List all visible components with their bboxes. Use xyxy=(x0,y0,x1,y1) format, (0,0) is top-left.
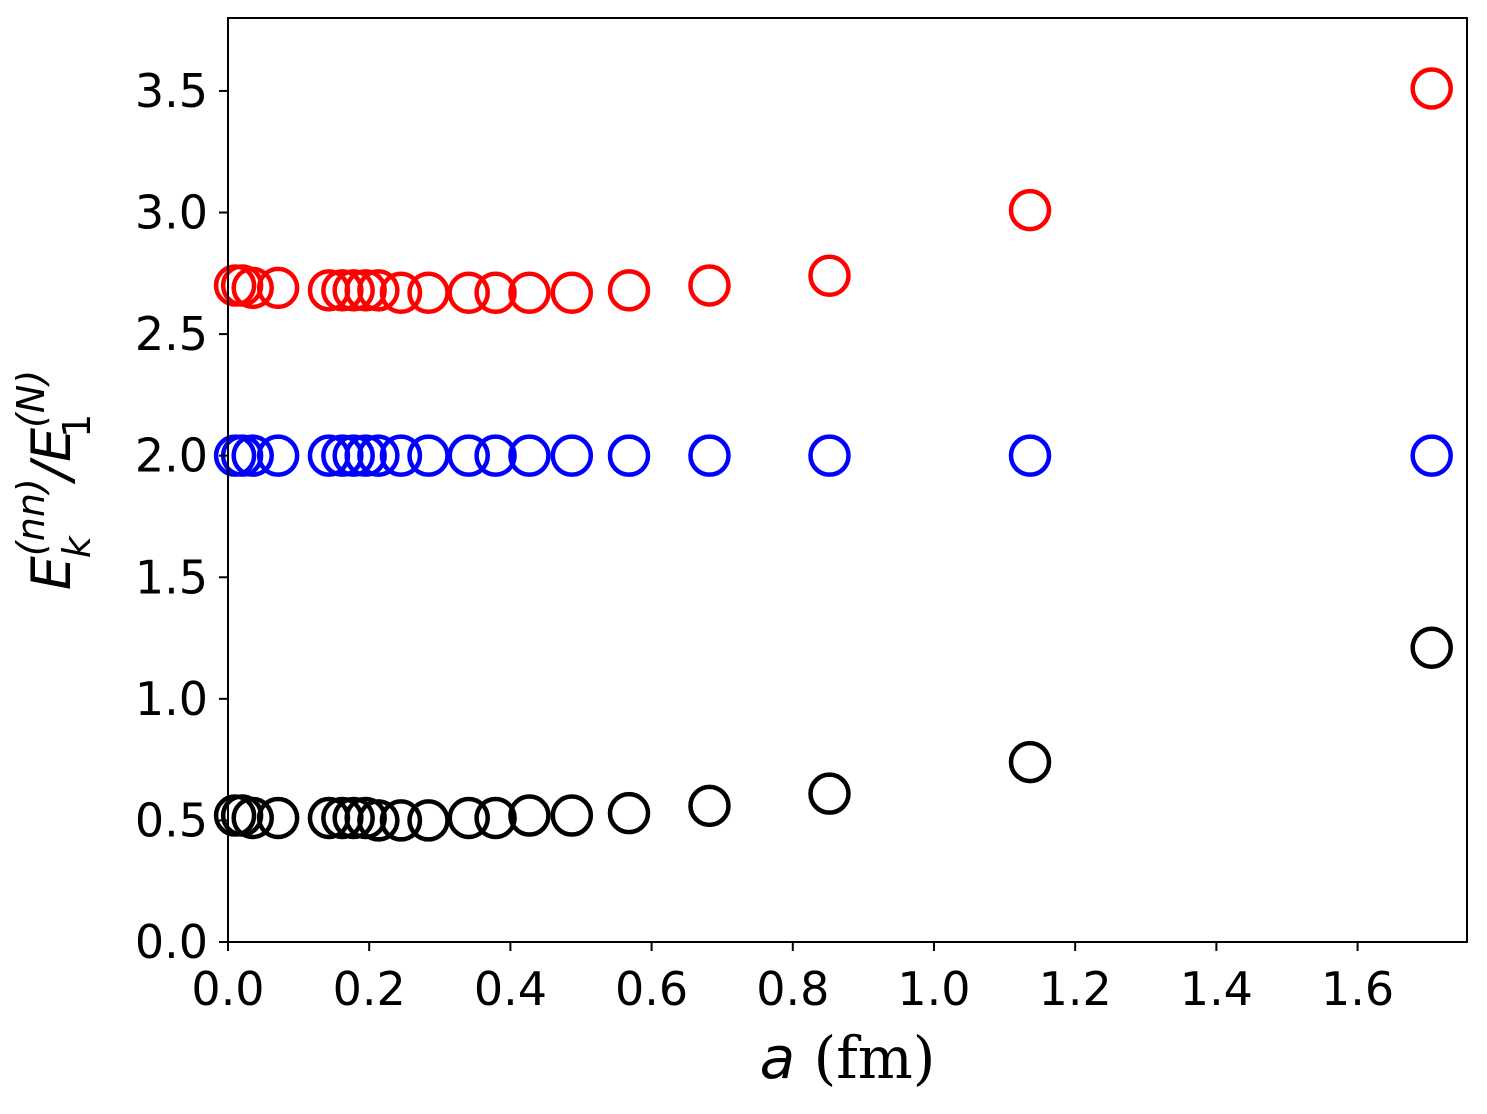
y-tick-label: 2.0 xyxy=(135,429,208,483)
data-point-series-2 xyxy=(508,434,551,477)
y-axis-label-e2: E xyxy=(20,427,83,462)
data-point-series-3 xyxy=(808,254,851,297)
data-point-series-3 xyxy=(231,266,274,310)
data-point-series-3 xyxy=(332,269,375,312)
data-point-series-1 xyxy=(357,799,400,842)
data-markers xyxy=(213,67,1453,842)
data-point-series-2 xyxy=(344,434,387,477)
y-axis-label: E(nn)k/E(N)1 xyxy=(9,370,99,590)
data-point-series-3 xyxy=(407,271,450,315)
data-point-series-2 xyxy=(256,434,300,477)
data-point-series-2 xyxy=(808,434,851,477)
x-tick-label: 1.4 xyxy=(1180,962,1253,1016)
y-axis-label-sup1: (nn) xyxy=(9,478,53,556)
x-tick-label: 0.2 xyxy=(333,962,406,1016)
data-point-series-2 xyxy=(379,434,423,477)
data-point-series-2 xyxy=(607,434,651,477)
data-point-series-3 xyxy=(508,271,551,315)
data-point-series-2 xyxy=(407,434,450,477)
x-axis-ticks: 0.0 0.2 0.4 0.6 0.8 1.0 1.2 1.4 1.6 xyxy=(191,942,1394,1016)
data-point-series-1 xyxy=(1008,740,1052,784)
data-point-series-3 xyxy=(688,264,731,307)
y-tick-label: 2.5 xyxy=(135,307,208,361)
data-point-series-1 xyxy=(607,791,651,835)
data-point-series-1 xyxy=(256,796,300,840)
data-point-series-1 xyxy=(508,794,551,837)
x-tick-label: 0.4 xyxy=(474,962,547,1016)
data-point-series-3 xyxy=(1410,67,1453,110)
x-tick-label: 1.0 xyxy=(897,962,970,1016)
x-axis-label-variable: a xyxy=(760,1024,796,1092)
data-point-series-2 xyxy=(357,434,400,477)
data-point-series-2 xyxy=(447,434,490,477)
data-point-series-1 xyxy=(407,799,450,842)
x-tick-label: 0.6 xyxy=(615,962,688,1016)
y-tick-label: 1.0 xyxy=(135,672,208,726)
y-tick-label: 1.5 xyxy=(135,550,208,604)
plot-frame xyxy=(227,17,1468,943)
data-point-series-2 xyxy=(550,434,594,477)
data-point-series-3 xyxy=(256,266,300,310)
data-point-series-1 xyxy=(332,796,375,840)
data-point-series-1 xyxy=(447,796,490,840)
data-point-series-2 xyxy=(474,434,517,477)
data-point-series-1 xyxy=(688,784,731,828)
x-tick-label: 1.2 xyxy=(1039,962,1112,1016)
data-point-series-2 xyxy=(1410,434,1453,477)
y-tick-label: 3.0 xyxy=(135,186,208,240)
data-point-series-3 xyxy=(550,271,594,315)
data-point-series-1 xyxy=(379,799,423,842)
data-point-series-3 xyxy=(447,271,490,315)
data-point-series-3 xyxy=(344,269,387,312)
x-axis-label: a (fm) xyxy=(760,1024,936,1092)
x-axis-label-unit: (fm) xyxy=(795,1024,935,1092)
y-axis-label-sup2: (N) xyxy=(9,370,53,428)
data-point-series-1 xyxy=(808,772,851,815)
y-axis-label-sub2: 1 xyxy=(55,414,99,438)
x-tick-label: 1.6 xyxy=(1321,962,1394,1016)
data-point-series-1 xyxy=(550,794,594,837)
data-point-series-2 xyxy=(688,434,731,477)
data-point-series-3 xyxy=(474,271,517,315)
y-axis-label-sub1: k xyxy=(55,534,99,558)
data-point-series-3 xyxy=(607,269,651,312)
data-point-series-3 xyxy=(379,271,423,315)
data-point-series-1 xyxy=(474,796,517,840)
data-point-series-3 xyxy=(357,269,400,312)
y-tick-label: 0.0 xyxy=(135,915,208,969)
y-axis-ticks: 0.0 0.5 1.0 1.5 2.0 2.5 3.0 3.5 xyxy=(135,64,228,969)
data-point-series-2 xyxy=(332,434,375,477)
y-tick-label: 3.5 xyxy=(135,64,208,118)
data-point-series-1 xyxy=(1410,626,1453,670)
data-point-series-1 xyxy=(231,796,274,840)
y-axis-label-e1: E xyxy=(20,555,83,590)
data-point-series-2 xyxy=(231,434,274,477)
data-point-series-2 xyxy=(1008,434,1052,477)
data-point-series-3 xyxy=(1008,188,1052,232)
x-tick-label: 0.8 xyxy=(756,962,829,1016)
x-tick-label: 0.0 xyxy=(191,962,264,1016)
y-tick-label: 0.5 xyxy=(135,793,208,847)
